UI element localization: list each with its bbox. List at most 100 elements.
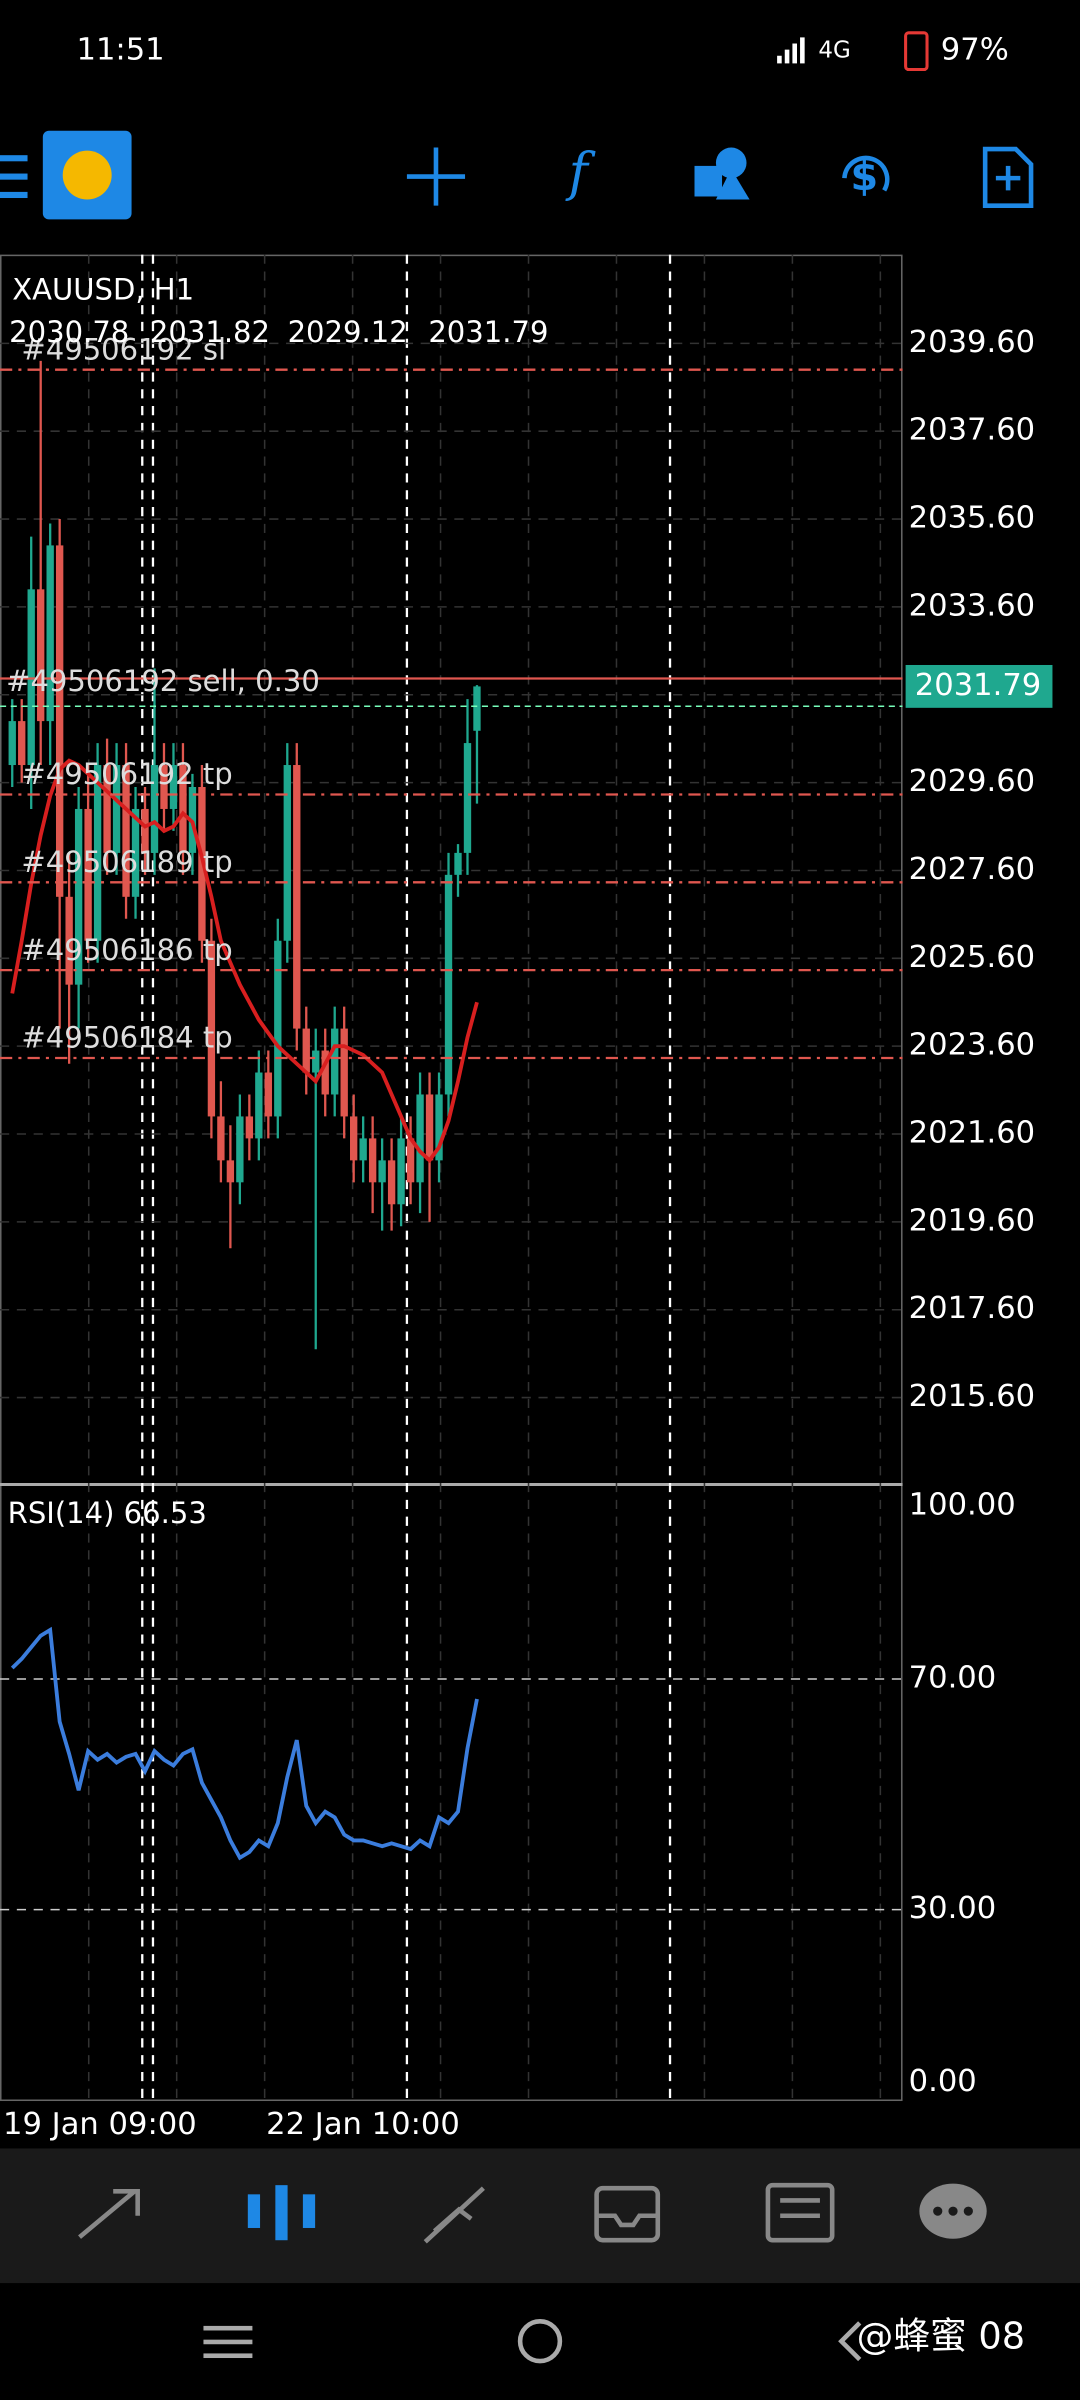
trade-tab[interactable] xyxy=(423,2186,485,2244)
status-battery: 97% xyxy=(941,33,1009,68)
candle-body xyxy=(416,1094,424,1183)
candle-body xyxy=(37,589,45,722)
nav-back[interactable] xyxy=(838,2321,862,2362)
candle-body xyxy=(93,765,102,941)
moving-average xyxy=(10,758,479,1164)
news-tab[interactable] xyxy=(765,2182,835,2243)
x-label: 19 Jan 09:00 xyxy=(3,2107,197,2142)
candle-body xyxy=(84,808,92,941)
ohlc-close: 2031.79 xyxy=(428,315,548,349)
candle-body xyxy=(207,940,216,1117)
candle-body xyxy=(350,1116,358,1161)
candle-body xyxy=(131,808,140,897)
rsi-tick-label: 30.00 xyxy=(909,1891,997,1926)
candle-body xyxy=(217,1116,225,1161)
objects-button[interactable] xyxy=(694,147,750,200)
watermark: @蜂蜜 08 xyxy=(857,2315,1025,2358)
ohlc-low: 2029.12 xyxy=(288,315,408,349)
menu-icon[interactable] xyxy=(0,155,28,199)
trade-button[interactable]: $ xyxy=(842,154,890,200)
candle-body xyxy=(236,1116,244,1183)
rsi-tick-label: 70.00 xyxy=(909,1660,997,1695)
rsi-tick-label: 0.00 xyxy=(909,2064,977,2099)
quotes-tab[interactable] xyxy=(78,2188,140,2239)
candle-body xyxy=(435,1094,443,1161)
candle-body xyxy=(150,765,159,853)
candle-body xyxy=(65,896,73,985)
candle-body xyxy=(179,765,187,853)
order-label: #49506186 tp xyxy=(21,933,232,967)
candle-body xyxy=(463,743,472,853)
order-label: #49506192 tp xyxy=(21,757,232,791)
price-tick-label: 2015.60 xyxy=(909,1379,1035,1414)
candle-body xyxy=(160,765,168,809)
rsi-label: RSI(14) 66.53 xyxy=(8,1496,207,1530)
candle-body xyxy=(255,1072,263,1139)
candle-body xyxy=(340,1028,348,1117)
candle-body xyxy=(226,1160,235,1183)
candle-body xyxy=(141,808,149,853)
nav-recents[interactable] xyxy=(203,2325,253,2359)
app-logo xyxy=(62,150,112,200)
candle-body xyxy=(312,1050,320,1073)
candle-body xyxy=(122,765,130,897)
candle-body xyxy=(425,1094,434,1161)
candle-body xyxy=(264,1072,272,1117)
symbol-label: XAUUSD, H1 xyxy=(12,272,194,306)
chat-tab[interactable] xyxy=(919,2183,987,2239)
candle-body xyxy=(302,1028,310,1073)
price-tick-label: 2021.60 xyxy=(909,1116,1035,1151)
candle-body xyxy=(331,1028,339,1095)
price-tick-label: 2019.60 xyxy=(909,1203,1035,1238)
candle-body xyxy=(359,1138,367,1161)
candle-body xyxy=(387,1160,396,1205)
chart-tab[interactable] xyxy=(247,2185,316,2241)
candle-body xyxy=(368,1138,377,1183)
price-tick-label: 2039.60 xyxy=(909,325,1035,360)
order-label: #49506192 sell, 0.30 xyxy=(6,664,320,698)
current-price-box xyxy=(905,664,1053,708)
rsi-tick-label: 100.00 xyxy=(909,1487,1016,1522)
x-label: 22 Jan 10:00 xyxy=(266,2107,460,2142)
candle-body xyxy=(397,1138,405,1205)
rsi-line xyxy=(10,1626,479,1861)
order-label: #49506184 tp xyxy=(21,1021,232,1055)
candle-body xyxy=(245,1116,254,1139)
candle-body xyxy=(473,686,481,731)
candle-body xyxy=(378,1160,386,1183)
candle-body xyxy=(454,852,462,875)
candle-body xyxy=(274,940,282,1117)
price-tick-label: 2025.60 xyxy=(909,940,1035,975)
crosshair-button[interactable] xyxy=(406,147,466,206)
candle-body xyxy=(112,765,121,853)
candle-body xyxy=(18,721,26,766)
price-tick-label: 2029.60 xyxy=(909,764,1035,799)
current-price-label: 2031.79 xyxy=(915,668,1041,703)
candle-body xyxy=(444,874,453,1095)
tab-bar xyxy=(0,2148,1080,2284)
order-label: #49506192 sl xyxy=(21,332,226,366)
candle-body xyxy=(293,765,301,1029)
nav-home[interactable] xyxy=(517,2319,563,2364)
price-tick-label: 2037.60 xyxy=(909,413,1035,448)
candle-body xyxy=(74,808,83,985)
status-network: 4G xyxy=(818,38,850,64)
history-tab[interactable] xyxy=(594,2185,661,2243)
candle-body xyxy=(321,1050,329,1095)
candle-body xyxy=(103,765,111,853)
price-tick-label: 2033.60 xyxy=(909,588,1035,623)
chart-frame xyxy=(0,254,903,2102)
new-order-button[interactable] xyxy=(982,146,1034,208)
price-tick-label: 2027.60 xyxy=(909,852,1035,887)
candle-body xyxy=(27,589,35,766)
signal-icon xyxy=(777,37,805,64)
ohlc-open: 2030.78 xyxy=(9,315,129,349)
candle-body xyxy=(55,545,64,897)
order-label: #49506189 tp xyxy=(21,845,232,879)
period-separators xyxy=(141,254,672,2100)
price-tick-label: 2017.60 xyxy=(909,1291,1035,1326)
chart-layer: 2039.602037.602035.602033.602031.602029.… xyxy=(0,254,1053,2100)
candle-body xyxy=(169,765,178,809)
